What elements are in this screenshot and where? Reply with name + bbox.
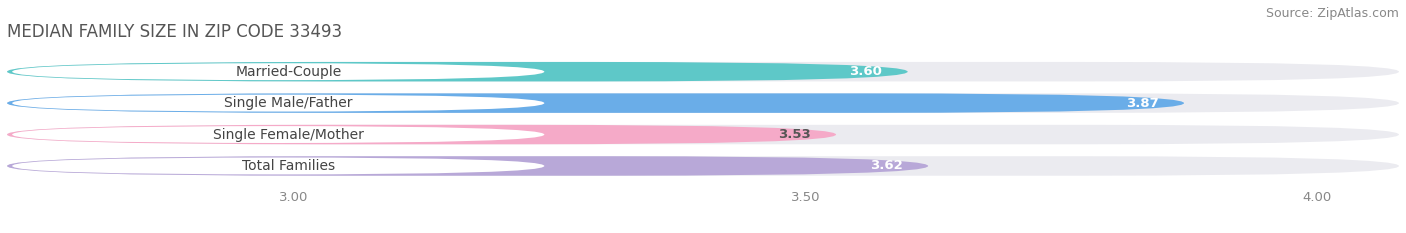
Text: MEDIAN FAMILY SIZE IN ZIP CODE 33493: MEDIAN FAMILY SIZE IN ZIP CODE 33493 bbox=[7, 23, 342, 41]
FancyBboxPatch shape bbox=[13, 158, 544, 175]
FancyBboxPatch shape bbox=[7, 93, 1399, 113]
FancyBboxPatch shape bbox=[7, 156, 1399, 176]
FancyBboxPatch shape bbox=[13, 126, 544, 143]
FancyBboxPatch shape bbox=[7, 156, 928, 176]
FancyBboxPatch shape bbox=[7, 125, 1399, 144]
Text: 3.60: 3.60 bbox=[849, 65, 882, 78]
Text: Single Female/Mother: Single Female/Mother bbox=[214, 127, 364, 141]
Text: 3.53: 3.53 bbox=[778, 128, 810, 141]
Text: 3.62: 3.62 bbox=[870, 159, 903, 172]
FancyBboxPatch shape bbox=[7, 93, 1184, 113]
FancyBboxPatch shape bbox=[7, 125, 837, 144]
Text: 3.87: 3.87 bbox=[1126, 97, 1159, 110]
FancyBboxPatch shape bbox=[7, 62, 908, 81]
FancyBboxPatch shape bbox=[13, 63, 544, 80]
Text: Total Families: Total Families bbox=[242, 159, 335, 173]
FancyBboxPatch shape bbox=[13, 95, 544, 112]
Text: Source: ZipAtlas.com: Source: ZipAtlas.com bbox=[1265, 7, 1399, 20]
Text: Married-Couple: Married-Couple bbox=[235, 65, 342, 79]
FancyBboxPatch shape bbox=[7, 62, 1399, 81]
Text: Single Male/Father: Single Male/Father bbox=[224, 96, 353, 110]
